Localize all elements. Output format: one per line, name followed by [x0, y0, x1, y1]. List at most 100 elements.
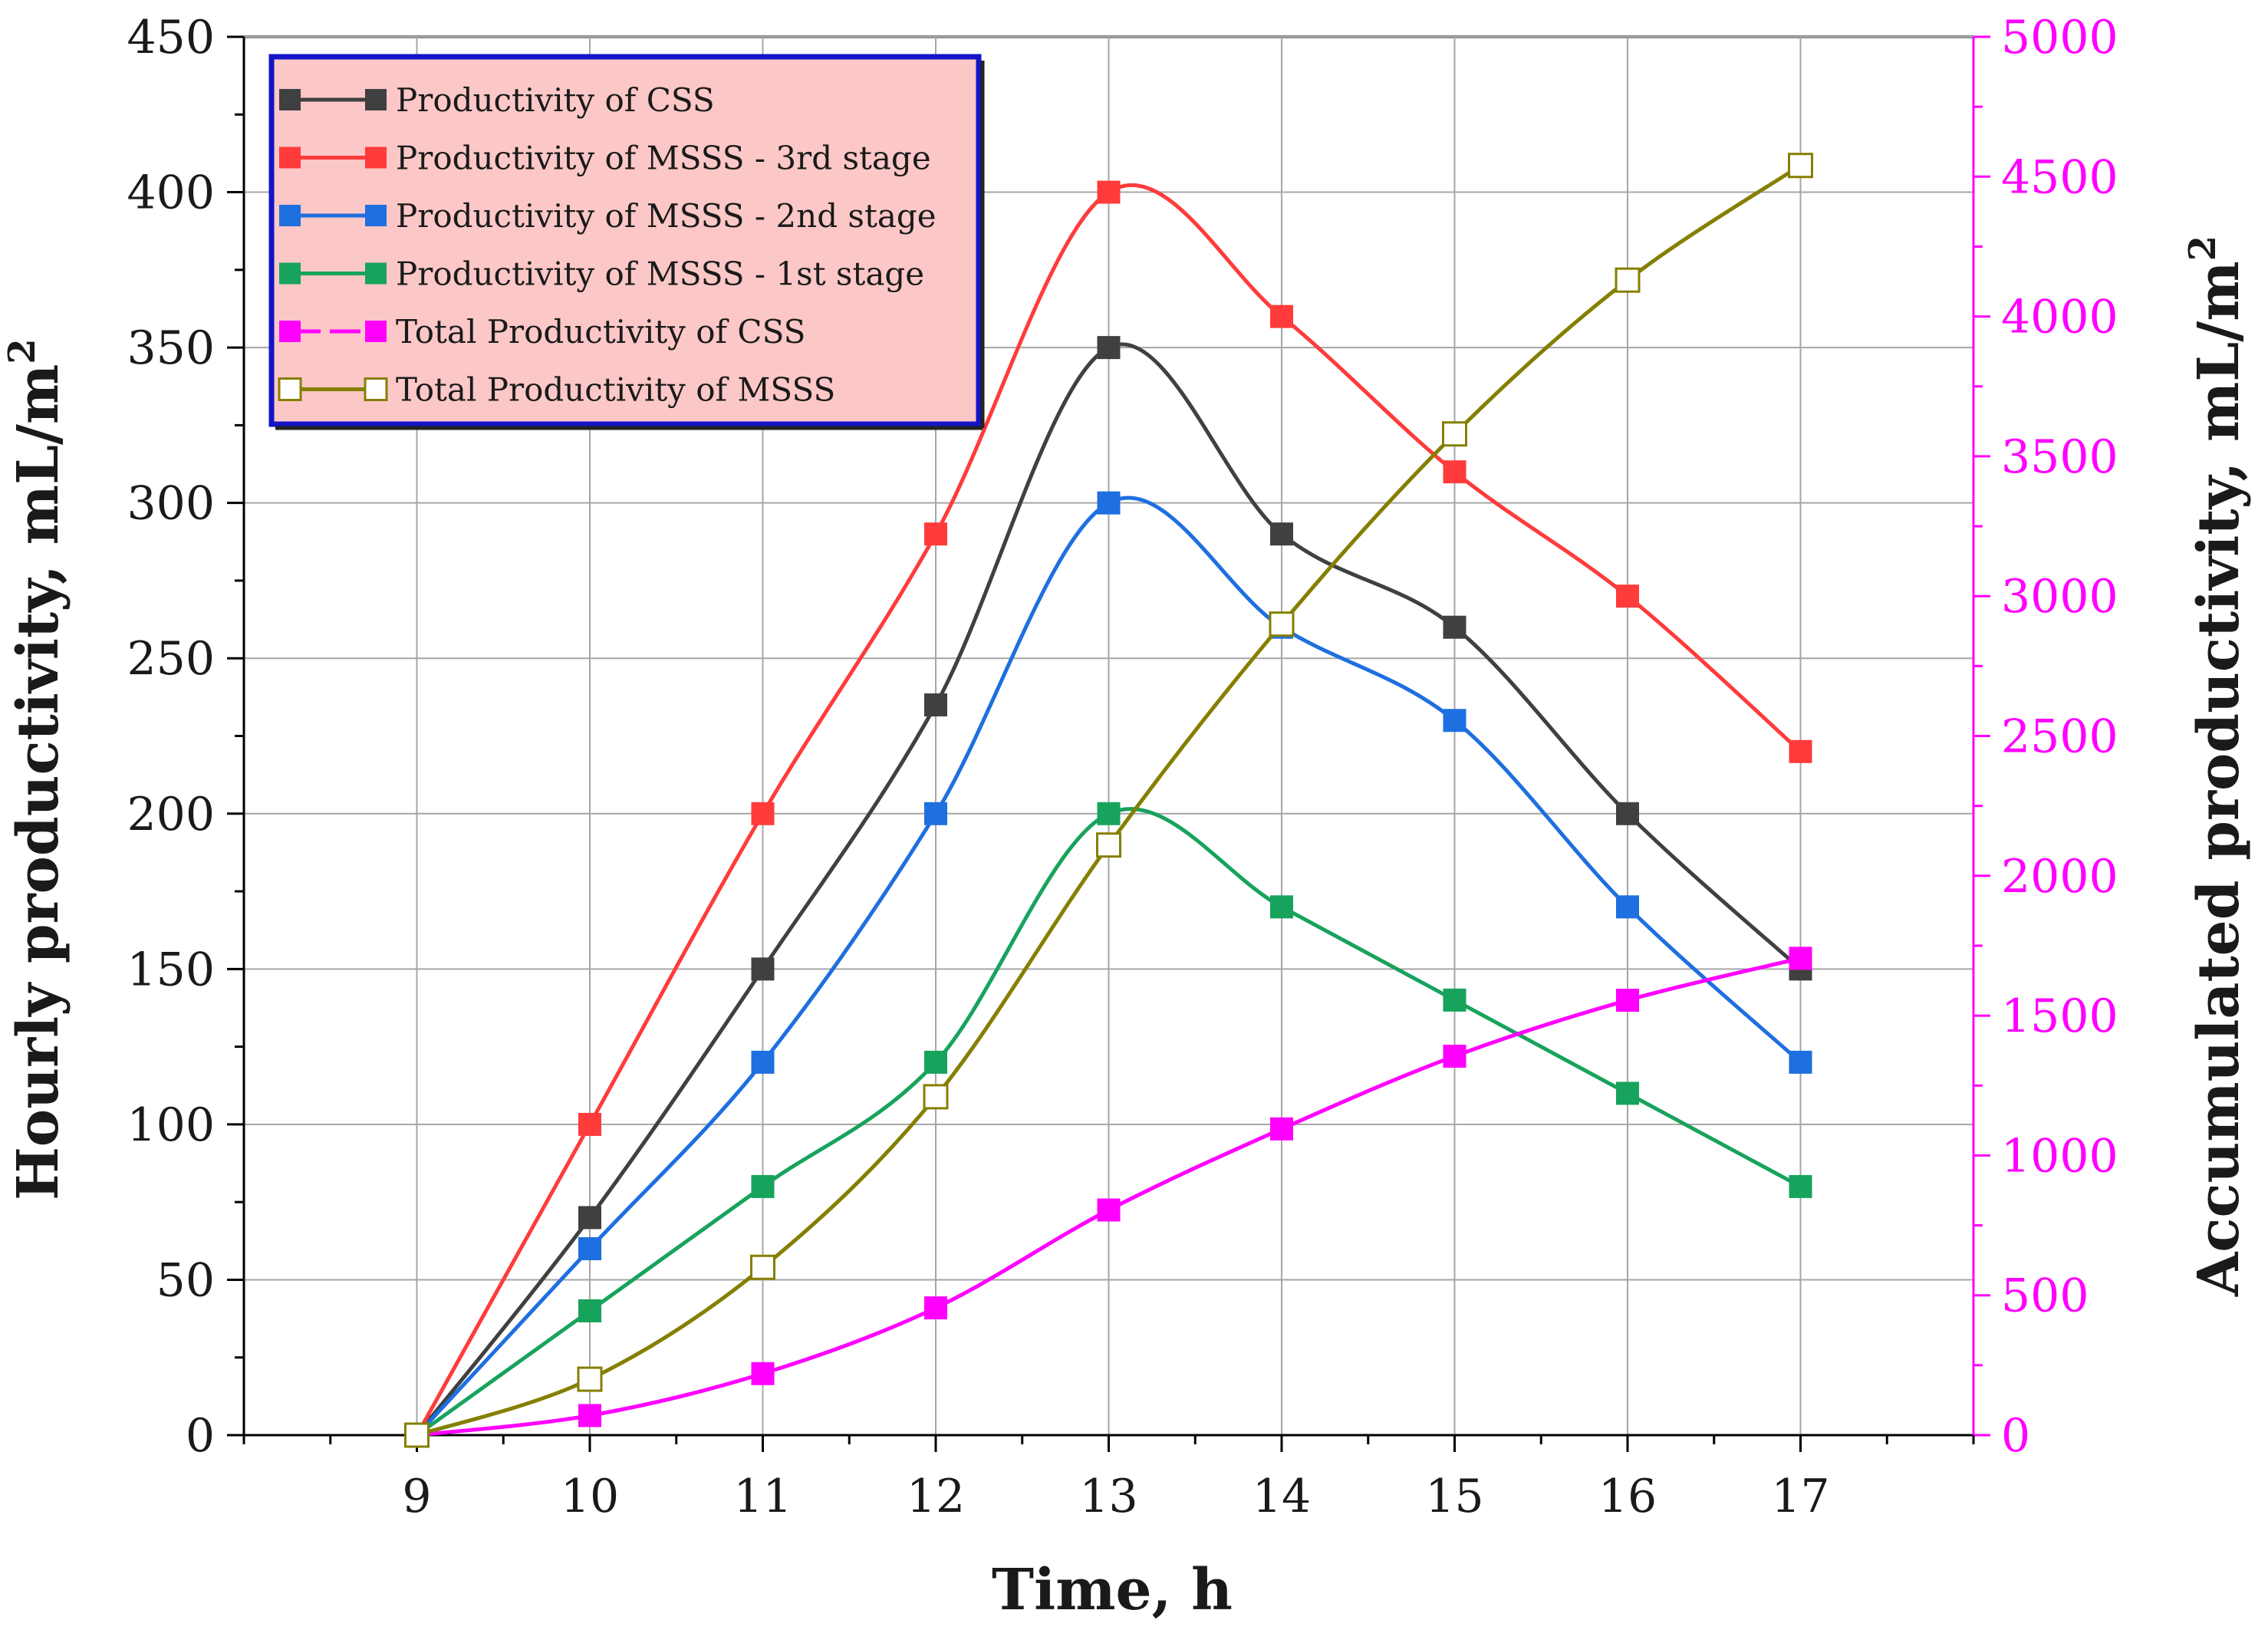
y-axis-left-title-superscript: 2 [1, 338, 44, 364]
series-line-msss2 [415, 496, 1802, 1437]
y-right-tick-label: 3500 [2001, 430, 2118, 484]
series-totalMsss [404, 153, 1813, 1448]
data-point-totalCss [1789, 947, 1812, 970]
legend-label-totalCss: Total Productivity of CSS [396, 313, 805, 351]
data-point-msss3 [1270, 305, 1293, 328]
legend-marker-totalCss [365, 321, 387, 342]
y-left-tick-label: 100 [127, 1098, 215, 1152]
data-point-totalMsss [1615, 267, 1641, 293]
x-tick-label: 13 [1079, 1470, 1137, 1523]
data-point-totalCss [1616, 989, 1639, 1012]
series-line-msss3 [415, 183, 1802, 1437]
y-axis-left-title: Hourly productivity, mL/m [5, 364, 71, 1200]
legend: Productivity of CSS Productivity of MSSS … [268, 54, 985, 430]
y-left-tick-label: 450 [127, 11, 215, 64]
y-right-tick-label: 2000 [2001, 850, 2118, 904]
svg-text:Hourly productivity, mL/m2: Hourly productivity, mL/m2 [1, 338, 71, 1200]
data-point-msss1 [924, 1050, 947, 1074]
legend-item-msss1: Productivity of MSSS - 1st stage [279, 255, 924, 293]
data-point-msss3 [1789, 739, 1812, 763]
y-right-tick-label: 2500 [2001, 710, 2118, 764]
data-point-totalMsss [1269, 611, 1295, 637]
data-point-msss1 [1270, 895, 1293, 919]
data-point-msss1 [1789, 1174, 1812, 1198]
legend-item-totalCss: Total Productivity of CSS [279, 313, 805, 351]
y-axis-right-title-group: Accumulated productivity, mL/m2 [2181, 235, 2252, 1297]
x-tick-label: 15 [1425, 1470, 1483, 1523]
legend-label-msss2: Productivity of MSSS - 2nd stage [396, 197, 936, 235]
legend-label-msss1: Productivity of MSSS - 1st stage [396, 255, 924, 293]
data-point-totalCss [924, 1296, 947, 1320]
x-tick-label: 10 [561, 1470, 619, 1523]
data-point-css [751, 957, 775, 981]
legend-marker-totalMsss [364, 377, 388, 401]
legend-marker-msss3 [279, 147, 301, 169]
data-point-msss3 [1097, 180, 1121, 204]
data-point-msss2 [1616, 895, 1639, 919]
x-tick-label: 14 [1253, 1470, 1311, 1523]
y-right-tick-label: 500 [2001, 1269, 2089, 1323]
legend-box [268, 54, 982, 427]
data-point-css [1616, 802, 1639, 825]
x-tick-label: 12 [907, 1470, 965, 1523]
series-line-css [415, 342, 1802, 1437]
data-point-css [924, 693, 947, 716]
data-point-msss1 [1443, 988, 1466, 1012]
data-point-css [1443, 615, 1466, 639]
data-point-msss2 [1443, 709, 1466, 733]
data-point-totalCss [1443, 1044, 1466, 1068]
data-point-totalMsss [1442, 421, 1467, 447]
data-point-msss2 [1789, 1050, 1812, 1074]
y-axis-left-title-group: Hourly productivity, mL/m2 [1, 338, 71, 1200]
y-left-tick-label: 350 [127, 321, 215, 375]
y-left-tick-label: 150 [127, 943, 215, 996]
legend-label-css: Productivity of CSS [396, 81, 715, 119]
legend-marker-msss2 [279, 205, 301, 226]
data-point-totalMsss [923, 1084, 949, 1110]
legend-item-css: Productivity of CSS [279, 81, 715, 119]
data-point-css [578, 1206, 601, 1230]
data-point-msss2 [924, 802, 947, 825]
y-right-tick-label: 1000 [2001, 1129, 2118, 1183]
axes: 0501001502002503003504004500500100015002… [127, 11, 2118, 1523]
data-point-totalCss [1270, 1117, 1293, 1141]
data-point-msss3 [1616, 584, 1639, 608]
data-point-msss1 [751, 1174, 775, 1198]
y-left-tick-label: 400 [127, 166, 215, 220]
data-point-msss3 [751, 802, 775, 825]
data-point-css [1270, 522, 1293, 546]
y-left-tick-label: 0 [186, 1409, 215, 1463]
legend-marker-totalCss [279, 321, 301, 342]
data-point-totalMsss [750, 1254, 775, 1280]
y-left-tick-label: 200 [127, 788, 215, 841]
data-point-msss3 [578, 1112, 601, 1136]
legend-item-msss3: Productivity of MSSS - 3rd stage [279, 140, 931, 177]
y-left-tick-label: 50 [156, 1253, 215, 1307]
data-point-msss3 [924, 522, 947, 546]
data-point-msss2 [1097, 491, 1121, 515]
svg-text:Accumulated productivity, mL/m: Accumulated productivity, mL/m2 [2181, 235, 2252, 1297]
y-right-tick-label: 4000 [2001, 291, 2118, 344]
y-axis-right-title: Accumulated productivity, mL/m [2186, 261, 2252, 1297]
legend-item-msss2: Productivity of MSSS - 2nd stage [279, 197, 936, 235]
data-point-totalCss [1097, 1198, 1121, 1222]
data-point-totalMsss [404, 1422, 430, 1448]
legend-marker-css [279, 89, 301, 110]
y-left-tick-label: 300 [127, 477, 215, 531]
data-point-msss1 [578, 1299, 601, 1322]
legend-item-totalMsss: Total Productivity of MSSS [278, 371, 835, 409]
y-left-tick-label: 250 [127, 632, 215, 686]
data-point-css [1097, 336, 1121, 360]
y-right-tick-label: 4500 [2001, 150, 2118, 204]
x-tick-label: 11 [733, 1470, 792, 1523]
data-point-totalCss [578, 1404, 601, 1427]
y-right-tick-label: 5000 [2001, 11, 2118, 64]
data-point-msss2 [578, 1236, 601, 1260]
data-point-totalMsss [1096, 832, 1121, 858]
y-right-tick-label: 0 [2001, 1409, 2030, 1463]
data-point-msss1 [1097, 802, 1121, 825]
x-tick-label: 17 [1771, 1470, 1829, 1523]
data-point-msss2 [751, 1050, 775, 1074]
legend-marker-msss2 [365, 205, 387, 226]
